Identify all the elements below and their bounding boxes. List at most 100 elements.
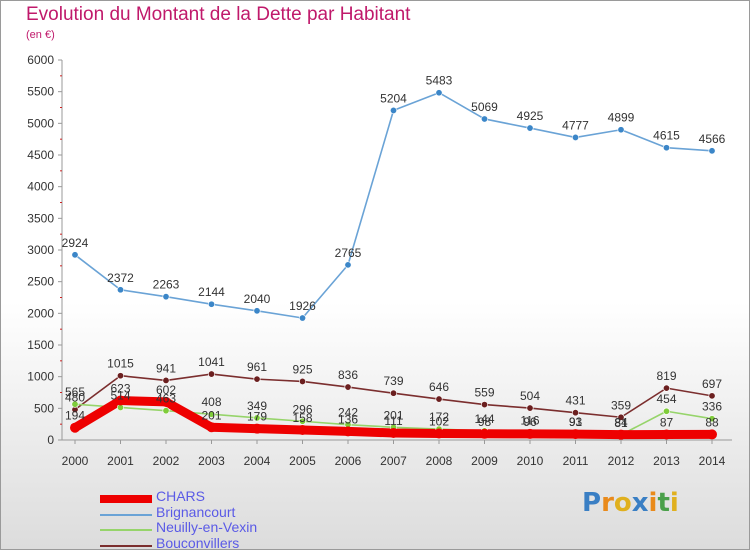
legend-label: CHARS xyxy=(156,488,206,504)
data-point xyxy=(115,395,126,406)
data-point xyxy=(71,400,79,408)
data-label: 88 xyxy=(705,415,719,429)
x-tick-label: 2002 xyxy=(153,454,180,468)
data-point xyxy=(208,370,216,378)
data-label: 201 xyxy=(383,408,403,422)
x-tick-label: 2011 xyxy=(563,454,589,468)
data-point xyxy=(707,429,717,440)
x-tick-label: 2000 xyxy=(62,454,89,468)
data-label: 2924 xyxy=(62,236,89,250)
data-label: 4777 xyxy=(562,118,589,132)
data-point xyxy=(298,314,306,322)
data-point xyxy=(570,429,581,440)
data-point xyxy=(298,417,306,425)
logo-letter: i xyxy=(669,488,679,518)
proxiti-logo: Proxiti xyxy=(582,488,679,518)
chart-title: Evolution du Montant de la Dette par Hab… xyxy=(26,4,411,25)
data-label: 2040 xyxy=(244,292,271,306)
data-point xyxy=(480,401,488,409)
data-label: 408 xyxy=(201,395,221,409)
x-tick-label: 2012 xyxy=(608,454,635,468)
data-label: 172 xyxy=(429,410,449,424)
y-tick-label: 3500 xyxy=(27,211,54,225)
data-label: 84 xyxy=(614,416,628,430)
data-label: 2372 xyxy=(107,271,134,285)
data-point xyxy=(206,422,217,433)
data-label: 5204 xyxy=(380,91,407,105)
logo-letter: x xyxy=(631,488,649,518)
data-label: 87 xyxy=(660,415,674,429)
y-tick-label: 2500 xyxy=(27,275,54,289)
data-point xyxy=(162,376,170,384)
data-label: 4615 xyxy=(653,129,680,143)
data-point xyxy=(70,422,80,433)
data-point xyxy=(162,407,170,415)
x-tick-label: 2014 xyxy=(699,454,726,468)
data-point xyxy=(617,413,625,421)
data-label: 242 xyxy=(338,406,358,420)
data-label: 480 xyxy=(65,391,85,405)
data-point xyxy=(708,147,716,155)
x-tick-label: 2010 xyxy=(517,454,544,468)
data-label: 463 xyxy=(156,392,176,406)
x-tick-label: 2004 xyxy=(244,454,271,468)
data-label: 336 xyxy=(702,400,722,414)
data-point xyxy=(571,133,579,141)
data-point xyxy=(162,293,170,301)
data-label: 2263 xyxy=(153,278,180,292)
data-point xyxy=(662,144,670,152)
data-label: 961 xyxy=(247,360,267,374)
data-label: 91 xyxy=(569,415,583,429)
y-tick-label: 4500 xyxy=(27,148,54,162)
data-point xyxy=(616,429,626,440)
data-label: 5069 xyxy=(471,100,498,114)
data-point xyxy=(435,89,443,97)
data-point xyxy=(617,126,625,134)
logo-letter: t xyxy=(657,488,670,518)
chart-subtitle: (en €) xyxy=(26,29,55,41)
data-point xyxy=(253,414,261,422)
data-label: 1041 xyxy=(198,355,225,369)
data-label: 431 xyxy=(565,394,585,408)
data-label: 179 xyxy=(247,410,267,424)
data-label: 1926 xyxy=(289,299,316,313)
data-label: 559 xyxy=(474,386,494,400)
data-label: 602 xyxy=(156,383,176,397)
logo-letter: r xyxy=(601,488,614,518)
x-tick-label: 2013 xyxy=(653,454,680,468)
data-label: 201 xyxy=(201,408,221,422)
data-label: 102 xyxy=(429,415,449,429)
data-point xyxy=(480,115,488,123)
logo-letter: i xyxy=(648,488,658,518)
data-point xyxy=(252,423,262,434)
data-point xyxy=(525,428,535,439)
x-tick-label: 2001 xyxy=(107,454,134,468)
data-point xyxy=(208,410,216,418)
data-label: 1015 xyxy=(107,357,134,371)
data-label: 739 xyxy=(383,374,403,388)
data-point xyxy=(434,428,444,439)
data-label: 296 xyxy=(292,402,312,416)
data-label: 359 xyxy=(611,398,631,412)
data-label: 144 xyxy=(474,412,494,426)
x-tick-label: 2003 xyxy=(198,454,225,468)
data-label: 93 xyxy=(569,415,583,429)
data-label: 111 xyxy=(384,414,403,428)
data-point xyxy=(117,286,125,294)
legend-swatch xyxy=(100,495,152,503)
data-point xyxy=(479,428,490,439)
y-tick-label: 4000 xyxy=(27,180,54,194)
x-tick-label: 2008 xyxy=(426,454,453,468)
data-point xyxy=(662,384,670,392)
y-tick-label: 3000 xyxy=(27,243,54,257)
data-label: 116 xyxy=(520,414,539,428)
data-label: 158 xyxy=(292,411,312,425)
data-point xyxy=(388,427,399,438)
legend-label: Neuilly-en-Vexin xyxy=(156,519,258,535)
legend-label: Brignancourt xyxy=(156,503,236,520)
data-point xyxy=(526,404,534,412)
data-label: 646 xyxy=(429,380,449,394)
y-tick-label: 0 xyxy=(47,433,54,447)
